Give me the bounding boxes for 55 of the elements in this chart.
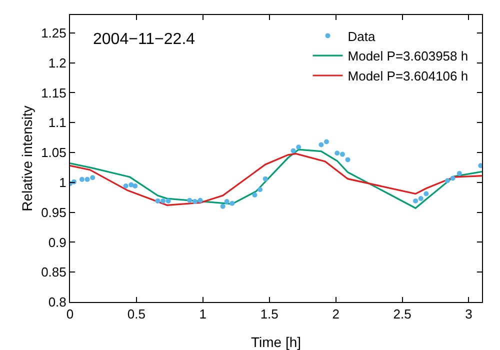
point [334, 150, 340, 156]
point [123, 184, 128, 188]
legend-label: Model P=3.603958 h [348, 48, 468, 64]
point [84, 176, 90, 182]
point [155, 198, 160, 204]
point [424, 191, 429, 196]
y-tick-label: 1.2 [48, 55, 66, 70]
point [418, 196, 424, 202]
x-tick-label: 3 [465, 306, 472, 322]
point [262, 176, 268, 182]
point [258, 187, 263, 192]
point [224, 199, 230, 204]
y-axis-title: Relative intensity [19, 106, 35, 212]
y-tick-label: 1.25 [41, 25, 66, 40]
x-tick-label: 2.5 [393, 306, 412, 322]
x-tick-label: 1 [199, 306, 207, 322]
legend-label: Data [348, 28, 376, 44]
point [324, 139, 329, 144]
point [128, 182, 134, 188]
point [318, 142, 324, 148]
point [456, 170, 462, 176]
point [166, 198, 171, 204]
y-tick-label: 1.15 [41, 85, 66, 100]
legend-label: Model P=3.604106 h [348, 68, 468, 84]
point [290, 148, 296, 154]
point [450, 176, 456, 181]
point [345, 157, 350, 162]
point [132, 184, 138, 188]
point [340, 152, 345, 157]
y-tick-label: 1.05 [41, 145, 66, 160]
point [220, 204, 226, 209]
y-tick-label: 1.1 [48, 115, 66, 130]
point [252, 192, 258, 198]
point [444, 178, 450, 184]
point [413, 198, 418, 204]
point [230, 200, 235, 206]
point [187, 198, 192, 203]
y-tick-label: 1 [59, 174, 66, 190]
annotation: 2004−11−22.4 [93, 31, 196, 48]
x-tick-label: 0 [66, 306, 74, 322]
x-tick-label: 2 [332, 306, 340, 322]
y-tick-label: 0.8 [48, 294, 66, 310]
point [192, 199, 198, 204]
point [198, 198, 203, 203]
point [478, 163, 482, 168]
x-tick-label: 0.5 [127, 306, 146, 322]
y-tick-label: 0.9 [48, 234, 66, 250]
y-tick-label: 0.95 [41, 204, 66, 220]
point [160, 198, 166, 204]
x-tick-label: 1.5 [260, 306, 278, 322]
x-axis-title: Time [h] [250, 334, 302, 350]
point [79, 176, 84, 182]
y-tick-label: 0.85 [41, 264, 66, 280]
point [90, 175, 96, 180]
point [296, 144, 302, 150]
